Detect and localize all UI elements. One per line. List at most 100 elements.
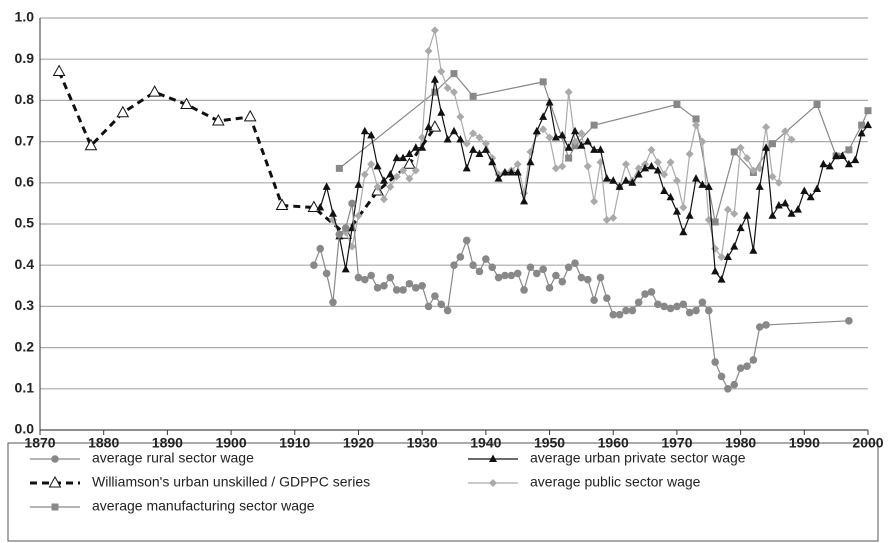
data-point [787,209,796,217]
data-point [456,253,465,261]
data-point [481,139,490,148]
data-point [558,130,567,139]
data-point [864,107,872,115]
data-point [341,264,350,273]
data-point [730,209,739,218]
data-point [405,174,414,183]
data-point [450,126,458,135]
x-tick-label: 1890 [152,435,183,451]
data-point [243,109,257,122]
data-point [551,132,560,141]
data-point [717,372,726,381]
x-tick-label: 2000 [852,435,883,451]
data-point [482,255,490,263]
data-point [399,166,408,175]
data-point [469,129,478,138]
data-point [513,160,522,169]
data-point [634,298,643,307]
data-point [354,273,363,282]
data-point [520,196,529,205]
data-point [749,166,758,175]
data-point [743,362,751,370]
x-tick-label: 1990 [789,435,820,451]
data-point [698,137,707,146]
y-tick-label: 1.0 [15,9,35,25]
data-point [672,176,681,185]
data-point [609,176,618,184]
data-point [755,323,764,331]
data-point [430,75,439,83]
data-point [322,269,331,278]
data-point [418,143,427,151]
data-point [685,211,694,219]
data-point [545,133,554,142]
data-point [832,151,841,160]
series-line [332,30,793,259]
data-point [717,252,726,261]
data-point [590,121,598,129]
data-point [749,356,758,364]
data-point [571,126,580,135]
data-point [666,158,675,167]
x-tick-label: 1900 [215,435,246,451]
data-point [430,26,439,35]
data-point [456,112,465,121]
data-point [84,138,98,151]
data-point [596,145,605,153]
data-point [864,120,872,129]
data-point [825,161,834,170]
data-point [507,271,516,280]
data-point [577,129,586,138]
data-point [431,292,439,300]
data-point [475,133,484,142]
data-point [481,145,490,153]
x-tick-label: 1960 [598,435,629,451]
legend-marker [48,475,62,488]
data-point [424,122,433,131]
data-point [755,164,764,173]
series-line [313,203,849,390]
data-point [641,163,650,172]
legend-label: average urban private sector wage [530,450,746,466]
legend-label: average public sector wage [530,474,701,490]
data-point [520,286,528,294]
legend-marker [489,479,497,487]
data-point [437,108,446,116]
data-point [577,273,586,282]
data-point [602,215,611,224]
data-point [654,300,662,309]
data-point [558,277,567,286]
data-point [348,199,356,208]
data-point [469,261,477,270]
data-point [781,127,790,136]
series-line [319,79,869,281]
data-point [373,161,382,170]
data-point [711,358,719,366]
data-point [583,275,592,284]
data-point [692,306,700,315]
data-point [565,154,573,162]
data-point [621,176,630,184]
data-point [424,302,433,311]
data-point [583,137,592,145]
data-point [545,97,554,106]
data-point [380,282,388,290]
data-point [405,279,414,288]
data-point [551,164,560,173]
data-point [736,223,745,232]
data-point [768,172,777,181]
data-point [450,88,458,97]
data-point [399,153,408,162]
data-point [800,186,809,195]
data-point [647,288,656,296]
data-point [386,170,395,178]
data-point [723,252,732,260]
data-point [634,170,643,178]
data-point [403,157,416,169]
data-point [666,304,675,313]
data-point [813,101,821,109]
data-point [386,273,395,282]
data-point [742,154,751,163]
y-tick-label: 0.9 [15,50,35,66]
data-point [622,306,630,315]
